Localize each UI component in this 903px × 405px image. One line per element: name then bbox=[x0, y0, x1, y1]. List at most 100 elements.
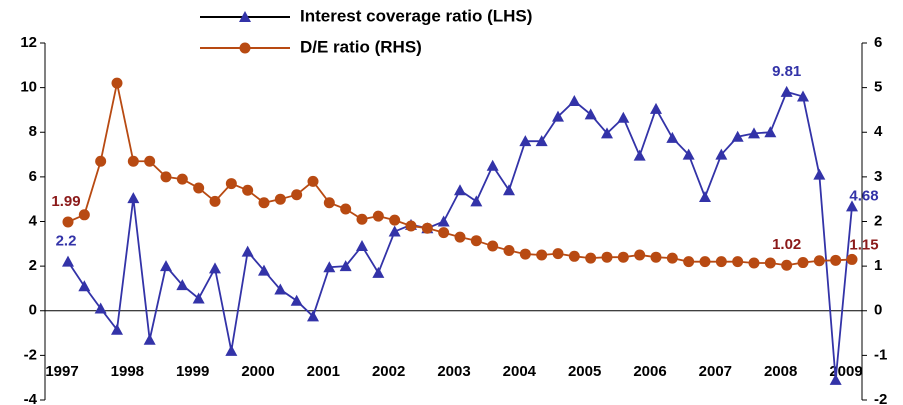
x-tick-label: 2001 bbox=[307, 363, 340, 380]
data-point bbox=[291, 189, 303, 201]
legend-label: Interest coverage ratio (LHS) bbox=[300, 6, 532, 25]
data-point bbox=[111, 77, 123, 89]
data-point bbox=[830, 254, 842, 266]
data-point bbox=[421, 222, 433, 234]
data-point bbox=[813, 168, 826, 180]
data-label: 1.99 bbox=[51, 193, 80, 210]
data-point bbox=[781, 259, 793, 271]
data-point bbox=[274, 283, 287, 295]
y2-tick-label: 3 bbox=[874, 168, 882, 185]
data-point bbox=[405, 220, 417, 232]
data-point bbox=[617, 111, 630, 123]
legend-marker bbox=[239, 11, 251, 22]
data-point bbox=[78, 209, 90, 221]
data-point bbox=[715, 148, 728, 160]
data-point bbox=[258, 264, 270, 276]
data-point bbox=[127, 192, 140, 204]
data-label: 1.15 bbox=[849, 236, 878, 253]
data-point bbox=[568, 250, 580, 262]
data-point bbox=[62, 255, 74, 267]
data-point bbox=[732, 256, 744, 268]
data-point bbox=[731, 130, 744, 142]
data-point bbox=[94, 302, 107, 314]
y-tick-label: 2 bbox=[29, 257, 37, 274]
data-point bbox=[372, 266, 385, 278]
data-point bbox=[699, 190, 711, 202]
data-point bbox=[601, 127, 613, 139]
data-point bbox=[715, 256, 727, 268]
data-point bbox=[209, 195, 221, 207]
y2-tick-label: 6 bbox=[874, 34, 882, 51]
data-point bbox=[78, 280, 91, 292]
data-point bbox=[519, 248, 531, 260]
y-tick-label: 12 bbox=[20, 34, 37, 51]
data-point bbox=[764, 126, 777, 138]
y2-tick-label: 0 bbox=[874, 302, 882, 319]
x-tick-label: 1999 bbox=[176, 363, 209, 380]
y-tick-label: 8 bbox=[29, 123, 37, 140]
data-point bbox=[601, 251, 613, 263]
data-point bbox=[535, 135, 548, 147]
data-point bbox=[797, 90, 809, 102]
data-point bbox=[356, 213, 368, 225]
data-label: 4.68 bbox=[849, 187, 878, 204]
data-point bbox=[780, 85, 793, 97]
data-point bbox=[682, 148, 695, 160]
data-point bbox=[846, 253, 858, 265]
y2-tick-label: -1 bbox=[874, 346, 887, 363]
data-point bbox=[650, 102, 662, 114]
data-point bbox=[666, 252, 678, 264]
data-point bbox=[307, 310, 319, 322]
y2-tick-label: -2 bbox=[874, 391, 887, 405]
data-point bbox=[192, 292, 205, 304]
data-label: 2.2 bbox=[56, 233, 77, 250]
data-point bbox=[764, 257, 776, 269]
data-point bbox=[388, 225, 401, 237]
x-tick-label: 2003 bbox=[437, 363, 470, 380]
data-point bbox=[307, 175, 319, 187]
y-tick-label: 0 bbox=[29, 302, 37, 319]
data-point bbox=[454, 184, 466, 196]
data-point bbox=[242, 184, 254, 196]
data-point bbox=[225, 344, 238, 356]
data-point bbox=[454, 231, 466, 243]
data-point bbox=[323, 197, 335, 209]
data-point bbox=[258, 197, 270, 209]
data-point bbox=[389, 214, 401, 226]
data-point bbox=[144, 155, 156, 167]
data-point bbox=[666, 131, 679, 143]
y-tick-label: 4 bbox=[29, 212, 38, 229]
data-point bbox=[846, 200, 858, 212]
x-tick-label: 2000 bbox=[241, 363, 274, 380]
x-tick-label: 2005 bbox=[568, 363, 601, 380]
data-point bbox=[650, 251, 662, 263]
data-point bbox=[617, 251, 629, 263]
data-point bbox=[127, 155, 139, 167]
legend-marker bbox=[239, 42, 251, 54]
data-point bbox=[209, 262, 221, 274]
data-point bbox=[633, 149, 646, 161]
x-tick-label: 2006 bbox=[633, 363, 666, 380]
data-point bbox=[339, 260, 352, 272]
y2-tick-label: 4 bbox=[874, 123, 883, 140]
data-point bbox=[438, 227, 450, 239]
data-point bbox=[225, 178, 237, 190]
y2-tick-label: 2 bbox=[874, 212, 882, 229]
data-point bbox=[585, 252, 597, 264]
data-point bbox=[340, 203, 352, 215]
data-point bbox=[584, 108, 597, 120]
data-point bbox=[160, 171, 172, 183]
data-point bbox=[486, 159, 499, 171]
x-tick-label: 1998 bbox=[111, 363, 144, 380]
x-tick-label: 2004 bbox=[503, 363, 537, 380]
x-tick-label: 2008 bbox=[764, 363, 797, 380]
y-tick-label: 10 bbox=[20, 79, 37, 96]
data-point bbox=[290, 294, 303, 306]
data-point bbox=[536, 249, 548, 261]
data-point bbox=[568, 95, 581, 107]
data-point bbox=[552, 110, 564, 122]
x-tick-label: 1997 bbox=[45, 363, 78, 380]
data-point bbox=[241, 245, 254, 257]
y2-tick-label: 5 bbox=[874, 79, 882, 96]
